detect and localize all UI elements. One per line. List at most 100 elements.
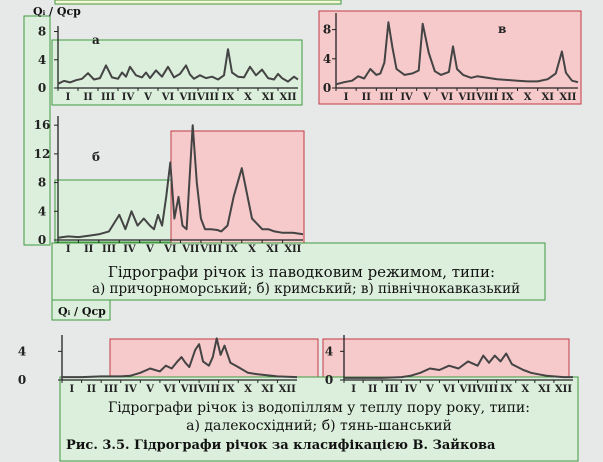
x-tick-label: VIII [199, 244, 222, 255]
red-box-c [109, 338, 319, 382]
red-box-b [170, 130, 305, 245]
panel-letter: в [498, 22, 506, 36]
x-tick-label: VII [181, 244, 199, 255]
x-tick-label: XII [279, 384, 296, 395]
x-tick-label: III [101, 92, 115, 103]
y-tick-label: 8 [38, 25, 46, 39]
y-tick-label: 8 [323, 23, 331, 37]
y-tick-label: 0 [323, 81, 331, 95]
x-tick-label: VII [180, 384, 198, 395]
ylabel-top: Qᵢ / Qср [33, 5, 81, 18]
x-tick-label: IV [122, 92, 135, 103]
x-tick-label: VI [440, 92, 454, 103]
caption1-line1: Гідрографи річок із паводковим режимом, … [107, 263, 496, 281]
hydrograph-d: 04I II III IV V VI VII VIII IX X XI XII [325, 335, 573, 395]
caption1-box [51, 242, 546, 301]
top-strip-box [54, 0, 342, 5]
x-tick-label: IV [400, 92, 413, 103]
x-tick-label: IV [124, 384, 137, 395]
bottom-ylabel-box [51, 299, 111, 321]
x-tick-label: III [104, 384, 118, 395]
x-tick-label: V [425, 384, 434, 395]
red-box-d [322, 338, 570, 382]
x-tick-label: XII [284, 244, 301, 255]
y-tick-label: 16 [34, 118, 51, 132]
x-tick-label: X [244, 92, 252, 103]
x-tick-label: I [66, 92, 71, 103]
green-axis-strip [23, 15, 51, 246]
y-tick-label: 4 [18, 344, 26, 358]
hydrograph-c: 04I II III IV V VI VII VIII IX X XI XII [18, 335, 298, 395]
y-tick-label: 0 [38, 233, 46, 247]
x-tick-label: IX [501, 92, 514, 103]
red-box-v [318, 10, 582, 105]
x-tick-label: V [422, 92, 431, 103]
x-tick-label: V [145, 384, 154, 395]
x-tick-label: VIII [475, 384, 498, 395]
series-line [344, 352, 573, 379]
x-tick-label: II [87, 384, 97, 395]
x-tick-label: III [385, 384, 399, 395]
x-tick-label: I [69, 384, 74, 395]
x-tick-label: VI [442, 384, 456, 395]
x-tick-label: XI [542, 92, 555, 103]
caption1-line2: а) причорноморський; б) кримський; в) пі… [91, 281, 521, 297]
y-tick-label: 0 [38, 81, 46, 95]
x-tick-label: I [344, 92, 349, 103]
x-tick-label: III [379, 92, 393, 103]
x-tick-label: V [145, 244, 154, 255]
x-tick-label: VI [161, 92, 175, 103]
x-tick-label: VIII [196, 92, 219, 103]
x-tick-label: XII [559, 92, 576, 103]
x-tick-label: VI [162, 384, 176, 395]
series-line [62, 337, 298, 379]
y-tick-label: 0 [18, 373, 26, 387]
x-tick-label: VI [163, 244, 177, 255]
y-tick-label: 8 [38, 176, 46, 190]
series-line [57, 124, 304, 239]
x-tick-label: IV [405, 384, 418, 395]
x-tick-label: II [83, 92, 93, 103]
x-tick-label: X [521, 384, 529, 395]
panel-letter: б [92, 150, 100, 164]
y-tick-label: 4 [38, 204, 46, 218]
x-tick-label: IX [222, 384, 235, 395]
x-tick-label: I [351, 384, 356, 395]
x-tick-label: XII [555, 384, 572, 395]
y-tick-label: 12 [34, 147, 51, 161]
x-tick-label: X [524, 92, 532, 103]
figure-caption: Рис. 3.5. Гідрографи річок за класифікац… [66, 438, 496, 453]
x-tick-label: VII [458, 384, 476, 395]
y-tick-label: 4 [323, 52, 331, 66]
x-tick-label: VII [178, 92, 196, 103]
x-tick-label: X [244, 384, 252, 395]
green-box-b [54, 179, 174, 243]
x-tick-label: X [248, 244, 256, 255]
x-tick-label: IX [222, 92, 235, 103]
x-tick-label: VIII [197, 384, 220, 395]
x-tick-label: VIII [475, 92, 498, 103]
caption2-line2: а) далекосхідний; б) тянь-шанський [186, 418, 452, 434]
y-tick-label: 4 [325, 344, 333, 358]
caption2-line1: Гідрографи річок із водопіллям у теплу п… [108, 400, 530, 416]
series-line [335, 21, 579, 86]
x-tick-label: II [362, 92, 372, 103]
x-tick-label: XI [261, 384, 274, 395]
x-tick-label: XII [279, 92, 296, 103]
x-tick-label: XI [266, 244, 279, 255]
ylabel-bottom: Qᵢ / Qср [58, 305, 106, 318]
y-tick-label: 4 [38, 53, 46, 67]
x-tick-label: III [102, 244, 116, 255]
x-tick-label: IX [500, 384, 513, 395]
x-tick-label: XI [538, 384, 551, 395]
x-tick-label: IX [225, 244, 238, 255]
x-tick-label: VII [458, 92, 476, 103]
x-tick-label: V [143, 92, 152, 103]
x-tick-label: II [84, 244, 94, 255]
